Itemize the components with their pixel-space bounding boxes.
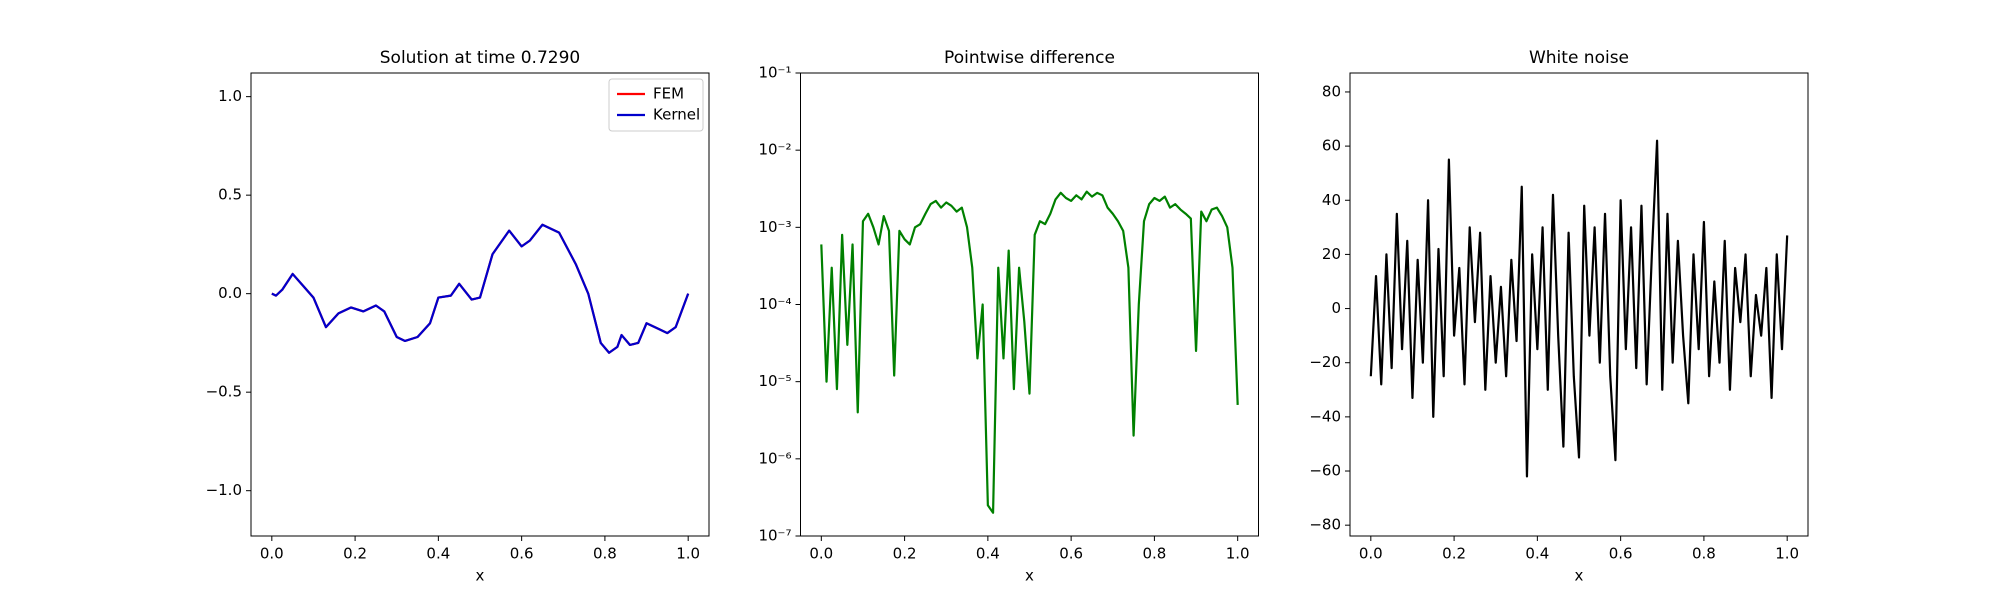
- y-tick-label: −80: [1309, 516, 1341, 534]
- y-tick-label: 10⁻⁷: [758, 527, 791, 545]
- x-tick-label: 0.8: [1142, 545, 1166, 563]
- y-tick-label: 40: [1322, 191, 1341, 209]
- x-tick-label: 0.6: [510, 545, 534, 563]
- axes-background: [1350, 73, 1808, 536]
- x-axis-label: x: [1575, 567, 1584, 585]
- y-tick-label: −0.5: [206, 383, 242, 401]
- data-line: [1369, 139, 1789, 478]
- x-axis-label: x: [1025, 567, 1034, 585]
- y-tick-label: 60: [1322, 137, 1341, 155]
- x-tick-label: 1.0: [676, 545, 700, 563]
- y-tick-label: 10⁻⁵: [758, 372, 791, 390]
- x-tick-label: 0.2: [1442, 545, 1466, 563]
- x-tick-label: 0.2: [893, 545, 917, 563]
- y-tick-label: 10⁻⁶: [758, 449, 791, 467]
- panel: 0.0 0.2 0.4 0.6 0.8 1.0 10⁻⁷ 10⁻⁶ 10⁻⁵ 10⁻⁴ 10⁻³ 10…: [758, 48, 1259, 585]
- y-tick-label: 0: [1331, 299, 1341, 317]
- chart-title: White noise: [1529, 48, 1629, 68]
- x-tick-label: 0.6: [1609, 545, 1633, 563]
- legend-label: Kernel: [653, 106, 700, 124]
- y-tick-label: 80: [1322, 82, 1341, 100]
- legend-label: FEM: [653, 85, 684, 103]
- x-tick-label: 0.0: [809, 545, 833, 563]
- x-tick-label: 1.0: [1775, 545, 1799, 563]
- x-tick-label: 0.0: [260, 545, 284, 563]
- y-tick-label: 10⁻³: [758, 218, 791, 236]
- chart-title: Solution at time 0.7290: [380, 48, 580, 68]
- x-tick-label: 0.4: [1525, 545, 1549, 563]
- x-axis-label: x: [476, 567, 485, 585]
- y-tick-label: 10⁻²: [758, 141, 791, 159]
- y-tick-label: −60: [1309, 462, 1341, 480]
- x-tick-label: 0.6: [1059, 545, 1083, 563]
- x-tick-label: 1.0: [1226, 545, 1250, 563]
- axes-frame: [250, 72, 710, 537]
- y-tick-label: −20: [1309, 353, 1341, 371]
- data-line: [271, 223, 690, 354]
- x-tick-label: 0.4: [976, 545, 1000, 563]
- y-tick-label: 10⁻⁴: [758, 295, 791, 313]
- x-tick-label: 0.8: [593, 545, 617, 563]
- axes-background: [800, 73, 1259, 536]
- panel: 0.0 0.2 0.4 0.6 0.8 1.0 −80 −60 −40 −20 0 20 40 60 80 W…: [1309, 48, 1809, 585]
- y-tick-label: −1.0: [206, 481, 242, 499]
- data-line: [820, 190, 1239, 514]
- y-tick-label: 0.5: [218, 186, 242, 204]
- y-tick-label: 20: [1322, 245, 1341, 263]
- x-tick-label: 0.4: [426, 545, 450, 563]
- x-tick-label: 0.0: [1359, 545, 1383, 563]
- x-tick-label: 0.2: [343, 545, 367, 563]
- panel: 0.0 0.2 0.4 0.6 0.8 1.0 −1.0 −0.5 0.0 0.5 1.0 Solut…: [206, 48, 710, 585]
- y-tick-label: 1.0: [218, 87, 242, 105]
- y-tick-label: 10⁻¹: [758, 64, 791, 82]
- y-tick-label: −40: [1309, 407, 1341, 425]
- axes-background: [251, 73, 709, 536]
- axes-frame: [1349, 72, 1809, 537]
- chart-title: Pointwise difference: [944, 48, 1115, 68]
- legend-box: [608, 78, 704, 132]
- x-tick-label: 0.8: [1692, 545, 1716, 563]
- y-tick-label: 0.0: [218, 284, 242, 302]
